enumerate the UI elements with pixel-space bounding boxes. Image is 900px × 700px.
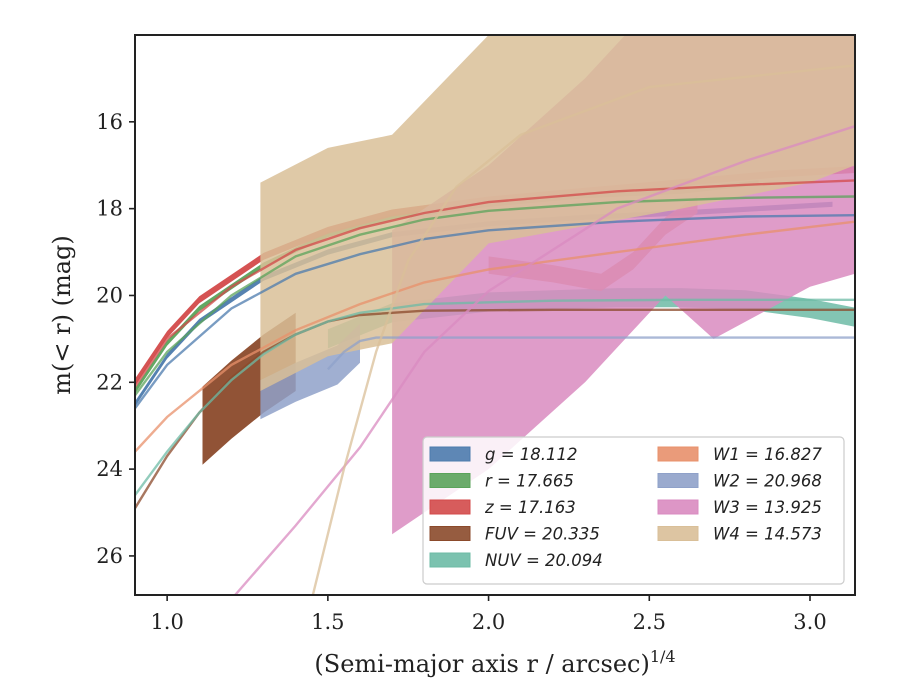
legend-box [422,436,845,585]
y-tick-label: 24 [96,457,123,481]
y-tick-label: 16 [96,110,123,134]
fit-line-w3 [233,125,855,595]
legend-swatch-r [429,473,471,488]
x-axis-label: (Semi-major axis r / arcsec)1/4 [314,647,675,678]
plot-frame [134,34,856,596]
y-tick-label: 18 [96,197,123,221]
plot-lines [135,64,855,595]
y-axis-ticks: 16 18 20 22 24 26 [96,110,135,568]
y-tick-label: 26 [96,544,123,568]
fit-line-nuv [135,298,855,496]
band-w4 [260,35,855,391]
x-axis-ticks: 1.0 1.5 2.0 2.5 3.0 [150,595,827,634]
y-tick-label: 20 [96,283,123,307]
legend-label-w2: W2 = 20.968 [713,472,822,491]
legend-swatch-w1 [657,446,699,462]
x-tick-label: 2.0 [472,610,505,634]
x-tick-label: 1.0 [150,610,183,634]
x-tick-label: 3.0 [793,610,826,634]
legend-label-r: r = 17.665 [485,472,574,491]
legend-swatch-w3 [657,499,699,515]
fit-line-w2 [327,336,855,371]
legend-swatch-g [429,446,471,462]
y-axis-label: m(< r) (mag) [48,235,76,394]
legend-label-w4: W4 = 14.573 [713,525,822,544]
fit-line-w1 [135,220,855,453]
legend-label-g: g = 18.112 [485,445,578,464]
legend-label-w3: W3 = 13.925 [713,498,822,517]
y-tick-label: 22 [96,370,123,394]
legend-swatch-w2 [657,473,699,488]
legend: g = 18.112 r = 17.665 z = 17.163 FUV = 20.3… [422,436,845,585]
legend-swatch-z [429,499,471,515]
legend-label-z: z = 17.163 [484,498,576,517]
legend-label-w1: W1 = 16.827 [713,445,822,464]
legend-label-nuv: NUV = 20.094 [485,551,603,570]
fit-line-z [135,179,855,388]
legend-swatch-nuv [429,552,471,568]
fit-line-g [135,214,855,410]
fit-line-w4 [311,64,855,595]
fit-line-r [135,195,855,397]
x-tick-label: 1.5 [311,610,344,634]
legend-label-fuv: FUV = 20.335 [485,525,600,544]
x-tick-label: 2.5 [633,610,666,634]
legend-swatch-fuv [429,526,471,541]
legend-swatch-w4 [657,526,699,541]
